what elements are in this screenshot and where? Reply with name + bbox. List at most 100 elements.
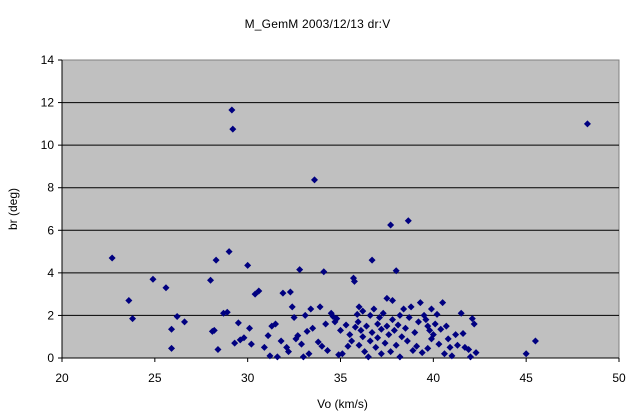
- y-tick-label: 4: [47, 266, 54, 280]
- data-point: [207, 276, 215, 284]
- data-point: [223, 308, 231, 316]
- x-tick-label: 50: [612, 371, 626, 385]
- y-tick-label: 12: [41, 96, 55, 110]
- data-point: [357, 326, 365, 334]
- data-point: [322, 320, 330, 328]
- data-point: [173, 312, 181, 320]
- data-point: [531, 337, 539, 345]
- data-point: [375, 314, 383, 322]
- data-point: [272, 320, 280, 328]
- data-point: [427, 305, 435, 313]
- data-point: [361, 348, 369, 356]
- data-point: [583, 120, 591, 128]
- data-point: [439, 299, 447, 307]
- data-point: [396, 311, 404, 319]
- data-point: [129, 315, 137, 323]
- gridlines: [62, 102, 619, 316]
- data-point: [346, 331, 354, 339]
- data-point: [342, 321, 350, 329]
- x-tick-label: 35: [334, 371, 348, 385]
- data-point: [431, 320, 439, 328]
- data-point: [298, 340, 306, 348]
- data-point: [374, 334, 382, 342]
- data-point: [279, 289, 287, 297]
- y-axis-label: br (deg): [6, 187, 20, 231]
- data-point: [388, 297, 396, 305]
- data-point: [231, 339, 239, 347]
- data-point: [316, 303, 324, 311]
- data-point: [290, 314, 298, 322]
- data-point: [125, 297, 133, 305]
- data-point: [351, 323, 359, 331]
- data-point: [442, 322, 450, 330]
- data-point: [359, 307, 367, 315]
- data-point: [392, 341, 400, 349]
- data-point: [379, 309, 387, 317]
- data-point: [324, 347, 332, 355]
- data-point: [305, 350, 313, 358]
- data-point: [318, 342, 326, 350]
- data-point: [229, 125, 237, 133]
- data-point: [285, 348, 293, 356]
- data-point: [383, 322, 391, 330]
- data-point: [247, 340, 255, 348]
- data-point: [225, 248, 233, 256]
- data-point: [416, 299, 424, 307]
- x-tick-label: 45: [519, 371, 533, 385]
- data-point: [418, 349, 426, 357]
- x-axis-label: Vo (km/s): [317, 397, 368, 411]
- data-point: [457, 309, 465, 317]
- data-point: [359, 333, 367, 341]
- data-point: [266, 352, 274, 360]
- data-point: [390, 326, 398, 334]
- data-point: [338, 350, 346, 358]
- data-point: [388, 316, 396, 324]
- data-point: [350, 277, 358, 285]
- y-tick-label: 14: [41, 53, 55, 67]
- data-point: [228, 106, 236, 114]
- y-tick-label: 2: [47, 308, 54, 322]
- data-point: [404, 217, 412, 225]
- data-point: [364, 353, 372, 361]
- data-point: [409, 347, 417, 355]
- data-point: [383, 294, 391, 302]
- y-axis-ticks: 0 2 4 6 8 10 12 14: [41, 53, 62, 365]
- data-point: [452, 331, 460, 339]
- data-point: [385, 331, 393, 339]
- chart-title: M_GemM 2003/12/13 dr:V: [244, 17, 391, 31]
- data-point: [333, 315, 341, 323]
- data-point: [362, 322, 370, 330]
- data-point: [246, 324, 254, 332]
- data-point: [296, 266, 304, 274]
- data-point: [149, 275, 157, 283]
- data-point: [273, 353, 281, 361]
- data-point: [210, 326, 218, 334]
- data-point: [214, 345, 222, 353]
- data-point: [465, 345, 473, 353]
- data-point: [522, 350, 530, 358]
- plot-area: [61, 59, 620, 359]
- data-point: [286, 288, 294, 296]
- data-point: [470, 320, 478, 328]
- x-tick-label: 30: [241, 371, 255, 385]
- data-point: [344, 342, 352, 350]
- data-point: [234, 319, 242, 327]
- data-point: [433, 310, 441, 318]
- data-point: [288, 303, 296, 311]
- data-point: [414, 318, 422, 326]
- data-point: [355, 303, 363, 311]
- data-point: [348, 337, 356, 345]
- data-point: [355, 341, 363, 349]
- data-point: [366, 337, 374, 345]
- data-point: [401, 324, 409, 332]
- data-point: [440, 350, 448, 358]
- data-point: [407, 303, 415, 311]
- data-point: [453, 341, 461, 349]
- data-point: [437, 325, 445, 333]
- data-point: [392, 267, 400, 275]
- data-point: [403, 337, 411, 345]
- data-point: [372, 343, 380, 351]
- data-point: [368, 256, 376, 264]
- data-point: [411, 328, 419, 336]
- data-point: [337, 326, 344, 334]
